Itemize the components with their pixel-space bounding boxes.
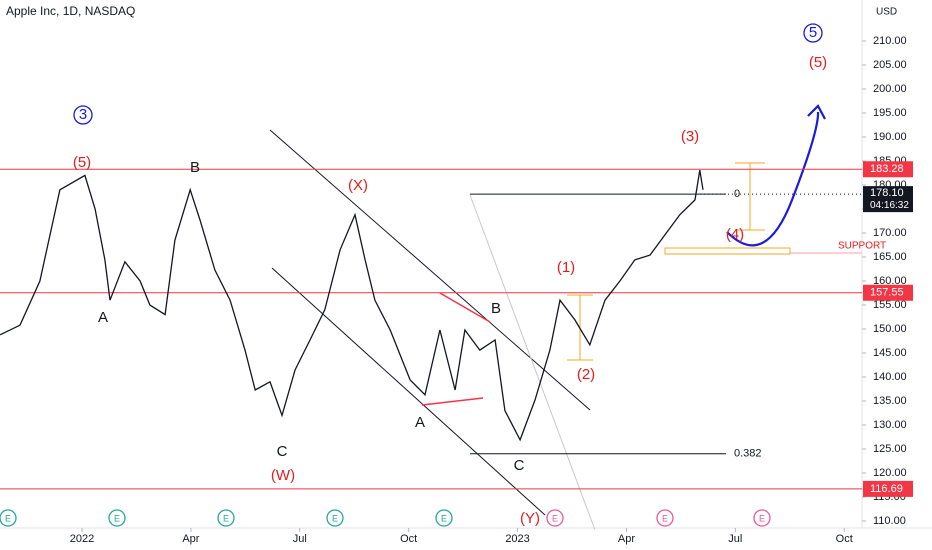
earnings-label: E <box>441 513 447 523</box>
channel-line <box>269 129 591 411</box>
level-tag <box>863 161 913 178</box>
earnings-label: E <box>223 513 229 523</box>
earnings-icon <box>656 509 674 527</box>
earnings-icon <box>435 509 453 527</box>
y-tick-label: 170.00 <box>873 227 907 239</box>
y-tick-label: 125.00 <box>873 443 907 455</box>
earnings-icon <box>326 509 344 527</box>
fib-label: 0 <box>734 188 740 200</box>
wave-label: C <box>514 457 525 474</box>
wave-label: (2) <box>577 366 595 383</box>
x-tick-label: Jul <box>728 533 742 545</box>
y-tick-label: 205.00 <box>873 59 907 71</box>
y-tick-label: 140.00 <box>873 371 907 383</box>
wave-label: 3 <box>79 106 87 123</box>
y-tick-label: 155.00 <box>873 299 907 311</box>
y-tick-label: 110.00 <box>873 515 906 527</box>
earnings-icon <box>217 509 235 527</box>
x-tick-label: 2023 <box>505 533 529 545</box>
y-tick-label: 145.00 <box>873 347 907 359</box>
wave-circle <box>73 105 93 125</box>
wave-label: (W) <box>271 467 295 484</box>
level-label: 116.69 <box>870 483 903 495</box>
earnings-icon <box>108 509 126 527</box>
wave-label: (Y) <box>520 510 540 527</box>
level-label: 183.28 <box>870 163 904 175</box>
level-tag <box>863 284 913 301</box>
x-tick-label: Oct <box>836 533 853 545</box>
level-label: 157.55 <box>870 287 904 299</box>
y-tick-label: 130.00 <box>873 419 907 431</box>
last-price-tag <box>863 186 913 213</box>
level-tag <box>863 480 913 497</box>
y-tick-label: 210.00 <box>873 35 907 47</box>
y-tick-label: 135.00 <box>873 395 907 407</box>
measure <box>567 162 791 361</box>
y-tick-label: 200.00 <box>873 83 907 95</box>
trend-line <box>421 397 484 406</box>
wave-label: (5) <box>809 54 827 71</box>
price-line <box>0 169 704 442</box>
chart-title: Apple Inc, 1D, NASDAQ <box>6 4 135 18</box>
fib-label: 0.382 <box>734 448 762 460</box>
wave-label: (5) <box>73 154 91 171</box>
y-tick-label: 195.00 <box>873 107 907 119</box>
axis-unit: USD <box>876 7 897 18</box>
y-tick-label: 190.00 <box>873 131 907 143</box>
countdown: 04:16:32 <box>870 200 909 211</box>
x-tick-label: Apr <box>182 533 199 545</box>
x-tick-label: Oct <box>400 533 417 545</box>
channel-line <box>271 267 546 516</box>
wave-circle <box>803 23 823 43</box>
arrow-head <box>807 104 826 120</box>
wave-label: SUPPORT <box>838 241 886 252</box>
wave-label: A <box>98 309 108 326</box>
x-tick-label: 2022 <box>70 533 94 545</box>
y-tick-label: 165.00 <box>873 251 907 263</box>
x-tick-label: Jul <box>293 533 307 545</box>
y-tick-label: 160.00 <box>873 275 907 287</box>
wave-label: 5 <box>809 24 817 41</box>
earnings-label: E <box>332 513 338 523</box>
wave-label: C <box>277 443 288 460</box>
earnings-label: E <box>552 513 558 523</box>
earnings-label: E <box>759 513 765 523</box>
y-tick-label: 150.00 <box>873 323 907 335</box>
wave-label: (1) <box>557 259 575 276</box>
earnings-label: E <box>662 513 668 523</box>
fib-trend-line <box>469 194 596 531</box>
earnings-label: E <box>114 513 120 523</box>
projection-arrow <box>726 111 820 247</box>
earnings-icon <box>753 509 771 527</box>
wave-label: (4) <box>726 226 744 243</box>
last-price-label: 178.10 <box>870 187 904 199</box>
wave-label: A <box>415 414 425 431</box>
earnings-icon <box>0 509 17 527</box>
earnings-icon <box>546 509 564 527</box>
wave-label: (X) <box>348 177 368 194</box>
wave-label: (3) <box>681 128 699 145</box>
x-tick-label: Apr <box>618 533 635 545</box>
trend-line <box>439 292 491 323</box>
wave-label: B <box>491 300 501 317</box>
y-tick-label: 120.00 <box>873 467 907 479</box>
wave-label: B <box>190 159 200 176</box>
earnings-label: E <box>5 513 11 523</box>
